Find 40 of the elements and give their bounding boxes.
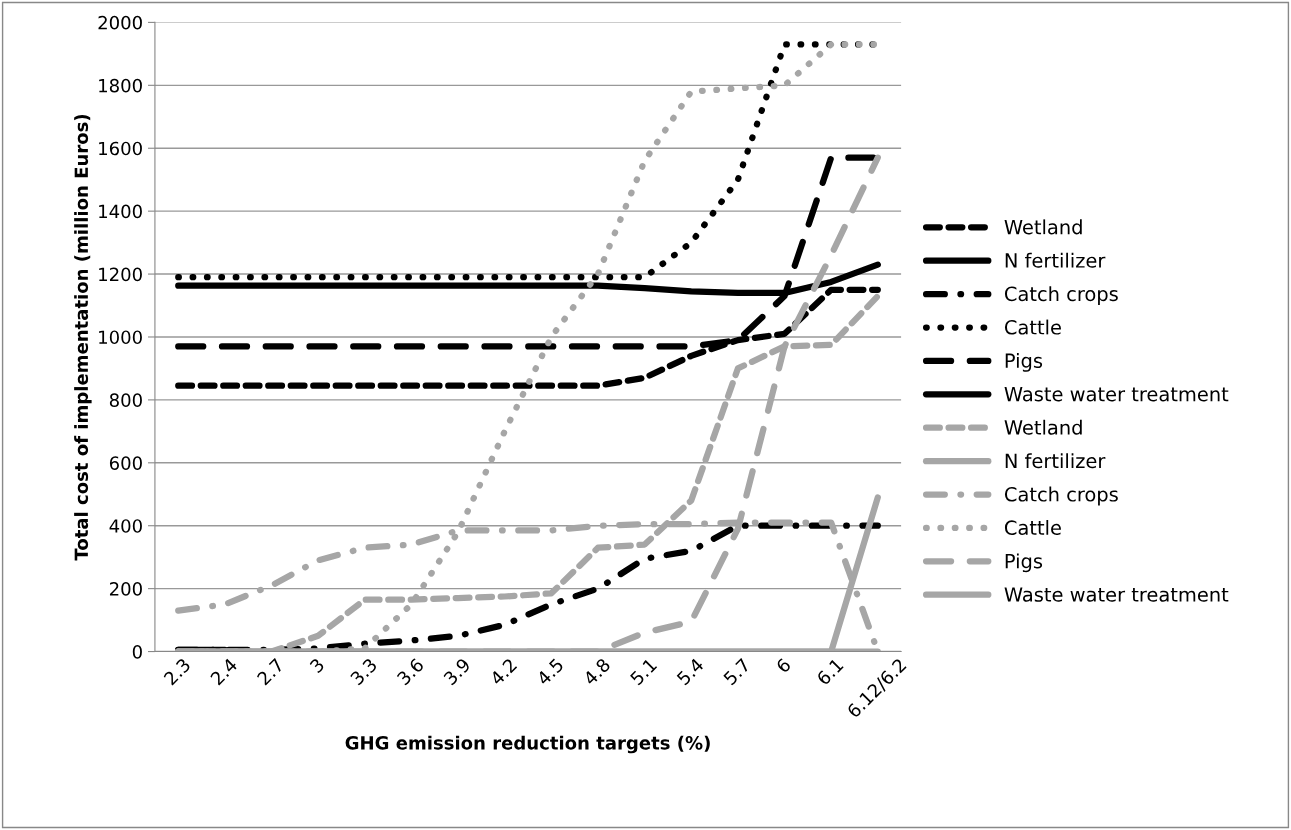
y-tick-label: 200: [109, 582, 142, 596]
y-tick-label: 800: [109, 393, 142, 408]
legend-label: Waste water treatment: [1004, 587, 1229, 602]
y-axis-title: Total cost of implementation (million Euros): [74, 114, 92, 561]
x-tick-label: 3: [309, 657, 325, 674]
x-tick-label: 2.7: [256, 657, 285, 686]
legend-label: Pigs: [1005, 553, 1043, 573]
y-tick-label: 600: [109, 456, 142, 470]
x-tick-label: 2.4: [209, 657, 238, 686]
x-tick-label: 4.5: [536, 657, 565, 686]
y-tick-label: 0: [132, 645, 142, 659]
legend-label: Wetland: [1004, 219, 1082, 235]
x-tick-label: 2.3: [163, 657, 192, 686]
x-tick-label: 3.3: [349, 657, 378, 686]
legend-label: N fertilizer: [1005, 453, 1106, 469]
y-tick-label: 1400: [99, 204, 142, 219]
x-tick-label: 6: [775, 657, 792, 674]
x-tick-label: 5.7: [722, 657, 751, 686]
x-tick-label: 5.4: [676, 657, 705, 686]
x-tick-label: 4.2: [489, 657, 518, 686]
legend-label: Catch crops: [1004, 486, 1118, 506]
x-tick-label: 3.6: [396, 657, 425, 686]
legend-label: Waste water treatment: [1004, 386, 1229, 402]
legend-label: Wetland: [1004, 419, 1082, 435]
y-tick-label: 1800: [99, 78, 142, 93]
x-tick-label: 4.8: [582, 657, 611, 686]
x-axis-title: GHG emission reduction targets (%): [345, 735, 710, 754]
x-tick-label: 5.1: [629, 657, 658, 686]
y-tick-label: 400: [109, 519, 142, 533]
legend-label: Catch crops: [1004, 286, 1118, 305]
x-tick-label: 3.9: [442, 657, 472, 686]
x-tick-label: 6.1: [815, 657, 844, 686]
y-tick-label: 1600: [99, 141, 142, 156]
y-tick-label: 1000: [99, 330, 142, 345]
legend-label: Cattle: [1004, 519, 1061, 536]
legend-label: Pigs: [1005, 352, 1043, 372]
y-tick-label: 1200: [99, 267, 142, 282]
legend-label: Cattle: [1004, 319, 1061, 335]
y-tick-label: 2000: [98, 15, 142, 30]
legend-label: N fertilizer: [1005, 252, 1106, 268]
